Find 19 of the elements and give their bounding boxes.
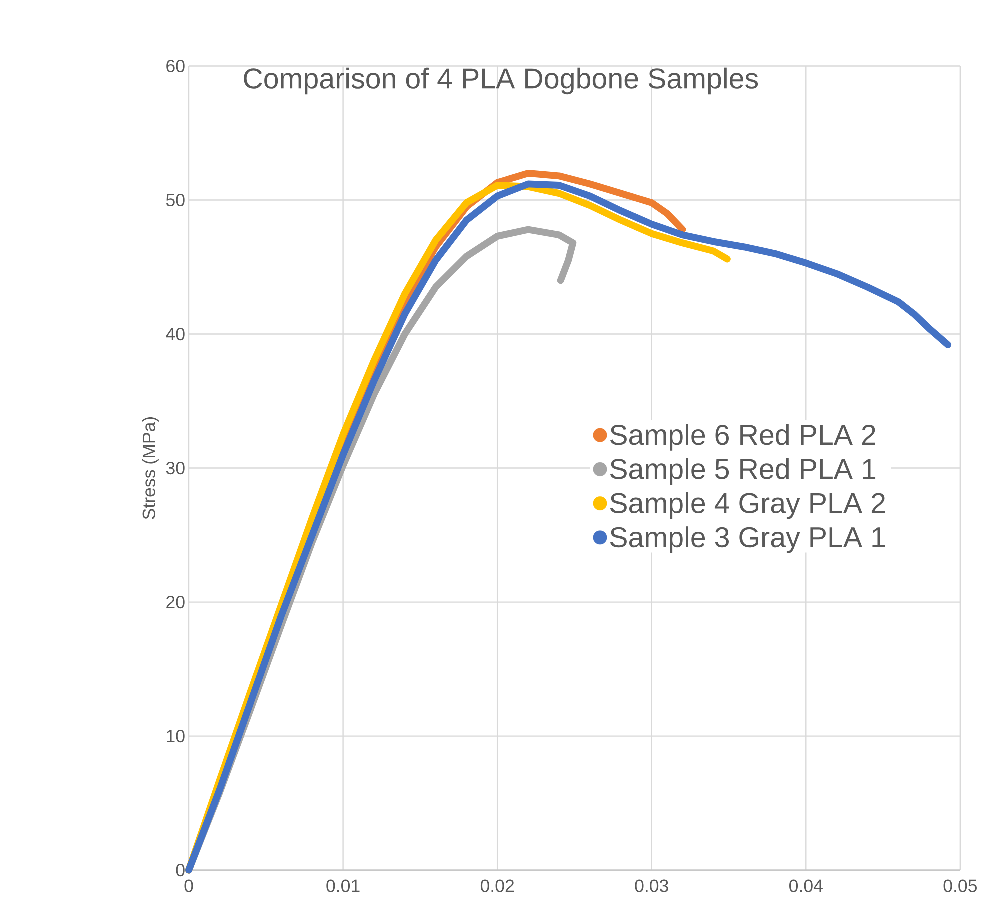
y-tick-label: 30 — [166, 462, 185, 475]
y-tick-label: 20 — [166, 596, 185, 609]
x-tick-label: 0 — [184, 880, 194, 892]
legend-label: Sample 5 Red PLA 1 — [610, 458, 876, 486]
y-tick-label: 60 — [166, 60, 185, 73]
y-tick-label: 0 — [176, 864, 185, 877]
x-tick-label: 0.01 — [326, 880, 360, 892]
y-tick-label: 50 — [166, 194, 185, 207]
legend-label: Sample 6 Red PLA 2 — [610, 424, 876, 452]
y-tick-label: 40 — [166, 328, 185, 341]
y-tick-label: 10 — [167, 730, 185, 743]
x-tick-label: 0.02 — [480, 880, 514, 892]
chart-title: Comparison of 4 PLA Dogbone Samples — [244, 68, 758, 95]
legend-label: Sample 3 Gray PLA 1 — [610, 526, 886, 554]
y-axis-title: Stress (MPa) — [142, 418, 159, 520]
x-tick-label: 0.03 — [635, 880, 668, 892]
x-tick-label: 0.05 — [944, 880, 977, 892]
legend-label: Sample 4 Gray PLA 2 — [610, 492, 886, 520]
x-tick-label: 0.04 — [790, 880, 823, 892]
